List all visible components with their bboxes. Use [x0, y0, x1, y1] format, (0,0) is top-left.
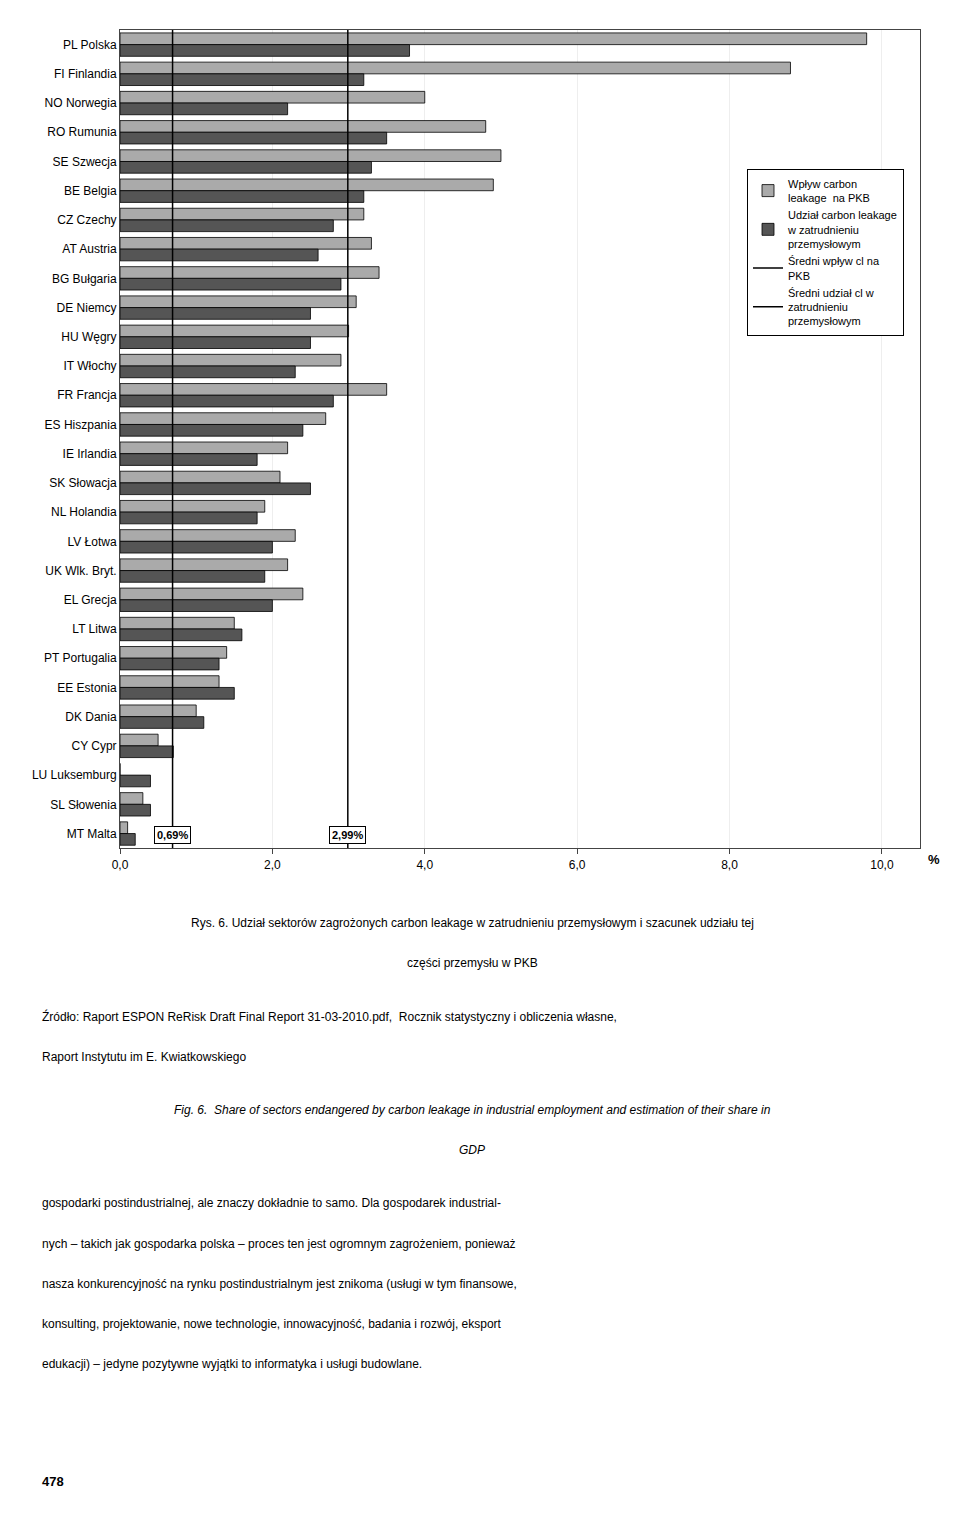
svg-text:2,99%: 2,99% [332, 829, 363, 841]
svg-text:Średni udział cl wzatrudnieniu: Średni udział cl wzatrudnieniuprzemysłow… [788, 287, 874, 328]
svg-text:CY Cypr: CY Cypr [71, 739, 116, 753]
svg-text:SK Słowacja: SK Słowacja [49, 476, 117, 490]
svg-text:nasza konkurencyjność na rynku: nasza konkurencyjność na rynku postindus… [42, 1277, 517, 1291]
svg-text:DE Niemcy: DE Niemcy [57, 301, 117, 315]
svg-text:części przemysłu w PKB: części przemysłu w PKB [407, 956, 538, 970]
svg-text:Średni wpływ cl naPKB: Średni wpływ cl naPKB [788, 255, 880, 281]
svg-text:%: % [928, 852, 940, 867]
svg-text:6,0: 6,0 [569, 858, 586, 872]
svg-text:478: 478 [42, 1474, 64, 1489]
svg-text:EE Estonia: EE Estonia [57, 681, 117, 695]
svg-text:konsulting, projektowanie, now: konsulting, projektowanie, nowe technolo… [42, 1317, 502, 1331]
svg-text:BE Belgia: BE Belgia [64, 184, 117, 198]
svg-text:LV Łotwa: LV Łotwa [67, 535, 116, 549]
svg-text:GDP: GDP [459, 1143, 485, 1157]
svg-text:CZ Czechy: CZ Czechy [57, 213, 116, 227]
svg-text:Fig. 6. Share of sectors enda: Fig. 6. Share of sectors endangered by c… [174, 1103, 771, 1117]
svg-text:ES Hiszpania: ES Hiszpania [45, 418, 117, 432]
svg-text:LU Luksemburg: LU Luksemburg [32, 768, 117, 782]
svg-text:edukacji) – jedyne pozytywne w: edukacji) – jedyne pozytywne wyjątki to … [42, 1357, 422, 1371]
svg-text:RO Rumunia: RO Rumunia [47, 125, 117, 139]
svg-text:Wpływ carbonleakage na PKB: Wpływ carbonleakage na PKB [788, 178, 870, 204]
svg-text:HU Węgry: HU Węgry [61, 330, 116, 344]
svg-text:NL Holandia: NL Holandia [51, 505, 117, 519]
svg-text:PT Portugalia: PT Portugalia [44, 651, 117, 665]
svg-text:MT Malta: MT Malta [67, 827, 117, 841]
svg-text:8,0: 8,0 [721, 858, 738, 872]
svg-text:SE Szwecja: SE Szwecja [53, 155, 117, 169]
svg-text:Źródło: Raport ESPON ReRisk Dr: Źródło: Raport ESPON ReRisk Draft Final … [42, 1009, 617, 1024]
svg-text:4,0: 4,0 [416, 858, 433, 872]
svg-text:IT Włochy: IT Włochy [63, 359, 116, 373]
svg-text:10,0: 10,0 [870, 858, 894, 872]
svg-text:UK Wlk. Bryt.: UK Wlk. Bryt. [45, 564, 116, 578]
svg-text:DK Dania: DK Dania [65, 710, 117, 724]
svg-text:Raport Instytutu im E. Kwiatko: Raport Instytutu im E. Kwiatkowskiego [42, 1050, 246, 1064]
svg-text:NO Norwegia: NO Norwegia [45, 96, 117, 110]
svg-text:EL Grecja: EL Grecja [64, 593, 117, 607]
svg-text:FI Finlandia: FI Finlandia [54, 67, 117, 81]
svg-text:AT Austria: AT Austria [62, 242, 117, 256]
svg-text:BG Bułgaria: BG Bułgaria [52, 272, 117, 286]
svg-text:0,69%: 0,69% [157, 829, 188, 841]
svg-text:nych – takich jak gospodarka p: nych – takich jak gospodarka polska – pr… [42, 1237, 516, 1251]
svg-text:2,0: 2,0 [264, 858, 281, 872]
svg-text:SL Słowenia: SL Słowenia [50, 798, 117, 812]
svg-text:FR Francja: FR Francja [57, 388, 117, 402]
svg-text:LT Litwa: LT Litwa [72, 622, 117, 636]
svg-text:gospodarki postindustrialnej,: gospodarki postindustrialnej, ale znaczy… [42, 1196, 501, 1210]
svg-text:Udział carbon leakagew zatrudn: Udział carbon leakagew zatrudnieniuprzem… [787, 209, 897, 250]
svg-text:0,0: 0,0 [112, 858, 129, 872]
svg-text:PL Polska: PL Polska [63, 38, 117, 52]
svg-text:Rys. 6. Udział sektorów zagroż: Rys. 6. Udział sektorów zagrożonych carb… [191, 916, 754, 930]
svg-text:IE Irlandia: IE Irlandia [63, 447, 117, 461]
